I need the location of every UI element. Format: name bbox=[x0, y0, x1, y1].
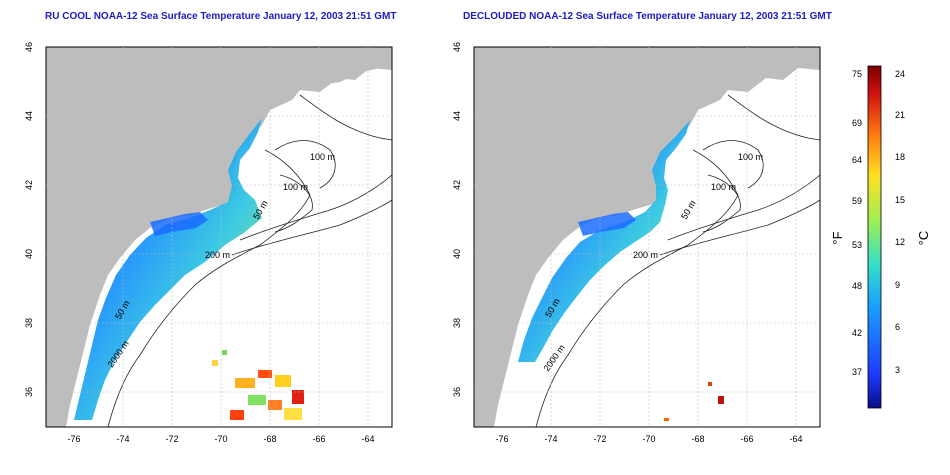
fahrenheit-tick: 64 bbox=[852, 155, 862, 165]
y-tick-label: 42 bbox=[452, 180, 462, 190]
celsius-axis-label: °C bbox=[916, 231, 931, 246]
grid-lines bbox=[46, 47, 392, 427]
fahrenheit-axis-label: °F bbox=[830, 231, 845, 244]
x-tick-label: -72 bbox=[593, 434, 606, 444]
bathymetry-contours bbox=[107, 94, 392, 427]
x-tick-label: -64 bbox=[789, 434, 802, 444]
celsius-tick: 6 bbox=[895, 322, 900, 332]
x-tick-label: -74 bbox=[544, 434, 557, 444]
celsius-tick: 18 bbox=[895, 152, 905, 162]
x-tick-label: -70 bbox=[214, 434, 227, 444]
colorbar: 75 69 64 59 53 48 42 37 24 21 18 15 12 9… bbox=[830, 65, 931, 409]
x-tick-label: -74 bbox=[116, 434, 129, 444]
sst-shelf-patch bbox=[578, 212, 636, 236]
fahrenheit-tick: 37 bbox=[852, 367, 862, 377]
celsius-tick: 9 bbox=[895, 280, 900, 290]
y-tick-label: 36 bbox=[24, 387, 34, 397]
celsius-tick: 3 bbox=[895, 365, 900, 375]
contour-label: 100 m bbox=[283, 182, 308, 192]
x-tick-label: -72 bbox=[165, 434, 178, 444]
x-tick-label: -66 bbox=[312, 434, 325, 444]
grid-lines bbox=[474, 47, 820, 427]
y-tick-label: 44 bbox=[24, 111, 34, 121]
celsius-tick: 21 bbox=[895, 110, 905, 120]
fahrenheit-tick: 53 bbox=[852, 240, 862, 250]
contour-label: 100 m bbox=[738, 152, 763, 162]
bathymetry-contours bbox=[535, 94, 820, 427]
fahrenheit-tick: 75 bbox=[852, 69, 862, 79]
x-tick-label: -70 bbox=[642, 434, 655, 444]
celsius-tick: 15 bbox=[895, 195, 905, 205]
fahrenheit-tick: 59 bbox=[852, 196, 862, 206]
map-panel-right: 100 m 100 m 50 m 200 m 50 m 2000 m -76 -… bbox=[452, 42, 821, 444]
map-panel-left: 100 m 100 m 50 m 200 m 50 m 2000 m -76 -… bbox=[24, 42, 393, 444]
y-tick-label: 42 bbox=[24, 180, 34, 190]
celsius-tick: 12 bbox=[895, 237, 905, 247]
x-tick-label: -68 bbox=[691, 434, 704, 444]
y-tick-label: 46 bbox=[24, 42, 34, 52]
y-tick-label: 38 bbox=[452, 318, 462, 328]
y-tick-label: 44 bbox=[452, 111, 462, 121]
y-tick-label: 40 bbox=[452, 249, 462, 259]
x-tick-label: -76 bbox=[67, 434, 80, 444]
x-tick-label: -64 bbox=[361, 434, 374, 444]
x-tick-label: -76 bbox=[495, 434, 508, 444]
fahrenheit-tick: 42 bbox=[852, 328, 862, 338]
y-tick-label: 38 bbox=[24, 318, 34, 328]
y-tick-label: 36 bbox=[452, 387, 462, 397]
contour-label: 200 m bbox=[205, 250, 230, 260]
fahrenheit-tick: 48 bbox=[852, 281, 862, 291]
x-tick-label: -66 bbox=[740, 434, 753, 444]
colorbar-gradient bbox=[867, 65, 882, 409]
sst-shelf-patch bbox=[150, 212, 208, 236]
y-tick-label: 40 bbox=[24, 249, 34, 259]
land-mass bbox=[474, 47, 820, 427]
warm-sst-patches bbox=[664, 382, 724, 421]
celsius-tick: 24 bbox=[895, 69, 905, 79]
contour-label: 100 m bbox=[310, 152, 335, 162]
warm-sst-patches bbox=[212, 350, 304, 420]
panel-title-right: DECLOUDED NOAA-12 Sea Surface Temperatur… bbox=[463, 11, 832, 22]
sst-swath bbox=[518, 120, 690, 362]
y-tick-label: 46 bbox=[452, 42, 462, 52]
x-tick-label: -68 bbox=[263, 434, 276, 444]
contour-label: 200 m bbox=[633, 250, 658, 260]
panel-title-left: RU COOL NOAA-12 Sea Surface Temperature … bbox=[45, 11, 397, 22]
land-mass bbox=[46, 47, 392, 427]
fahrenheit-tick: 69 bbox=[852, 118, 862, 128]
sst-swath bbox=[74, 118, 262, 420]
nova-scotia-land bbox=[300, 47, 392, 90]
contour-label: 100 m bbox=[711, 182, 736, 192]
